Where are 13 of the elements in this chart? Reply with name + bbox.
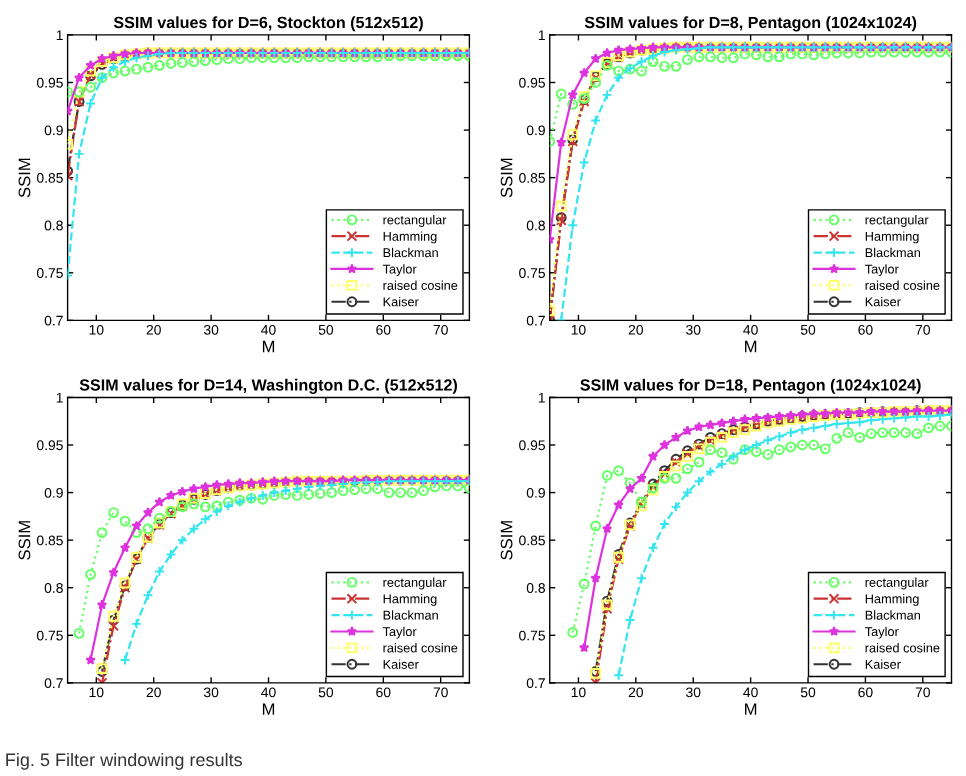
chart-title: SSIM values for D=8, Pentagon (1024x1024): [584, 16, 917, 32]
x-axis-title: M: [745, 340, 757, 353]
y-axis-title: SSIM: [18, 158, 31, 198]
x-axis-title: M: [262, 703, 275, 715]
x-axis-title: M: [262, 340, 275, 353]
y-axis-title: SSIM: [500, 158, 513, 198]
y-axis-title: SSIM: [18, 521, 31, 560]
caption: Fig. 5 Filter windowing results: [6, 752, 242, 770]
y-axis-title: SSIM: [500, 521, 513, 560]
chart-title: SSIM values for D=18, Pentagon (1024x1024): [580, 378, 921, 394]
chart-title: SSIM values for D=6, Stockton (512x512): [113, 16, 423, 32]
x-axis-title: M: [745, 703, 757, 715]
chart-title: SSIM values for D=14, Washington D.C. (512x512): [79, 378, 457, 394]
